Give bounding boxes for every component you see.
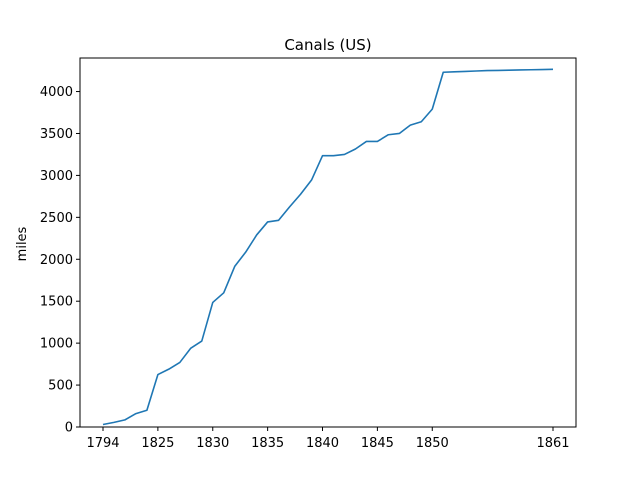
y-tick-label: 2000 [40, 253, 73, 268]
y-tick-label: 3000 [40, 169, 73, 184]
y-tick-label: 0 [65, 421, 73, 436]
x-axis-ticks: 1794 1825 1830 1835 1840 1845 1850 1861 [86, 427, 570, 451]
x-tick-label: 1861 [536, 436, 569, 451]
y-tick-label: 3500 [40, 127, 73, 142]
x-tick-label: 1840 [306, 436, 339, 451]
y-tick-label: 2500 [40, 211, 73, 226]
x-tick-label: 1845 [361, 436, 394, 451]
x-tick-label: 1825 [141, 436, 174, 451]
chart-title: Canals (US) [284, 36, 371, 54]
y-axis-ticks: 0 500 1000 1500 2000 2500 3000 3500 4000 [40, 85, 80, 436]
x-tick-label: 1835 [251, 436, 284, 451]
series-line [102, 68, 554, 426]
x-tick-label: 1830 [196, 436, 229, 451]
y-tick-label: 500 [48, 379, 73, 394]
plot-frame [79, 57, 577, 428]
x-tick-label: 1794 [86, 436, 119, 451]
y-axis-label: miles [15, 226, 30, 261]
y-tick-label: 1000 [40, 337, 73, 352]
series-layer [102, 68, 554, 426]
x-tick-label: 1850 [416, 436, 449, 451]
y-tick-label: 4000 [40, 85, 73, 100]
y-tick-label: 1500 [40, 295, 73, 310]
